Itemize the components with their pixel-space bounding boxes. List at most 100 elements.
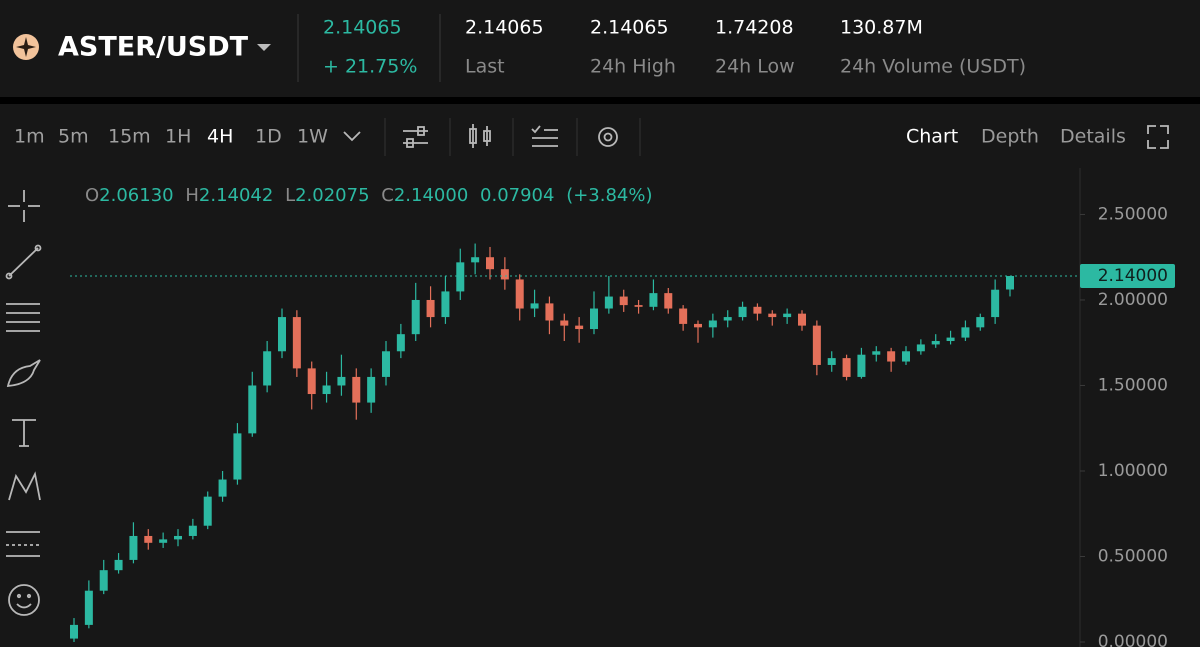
candle-body (188, 525, 197, 536)
candle-body (590, 308, 598, 330)
stat-label: 24h Volume (USDT) (840, 56, 1026, 78)
candle-body (664, 293, 673, 309)
stat-label: Last (465, 56, 505, 78)
candle-body (292, 317, 301, 369)
candle-body (99, 570, 108, 591)
brush-tool[interactable] (6, 359, 41, 388)
candle-body (367, 376, 376, 403)
line-tool[interactable] (5, 244, 42, 280)
chart: O2.06130 H2.14042 L2.02075 C2.14000 0.07… (70, 168, 1175, 647)
candle-body (396, 334, 405, 352)
y-tick-label: 1.00000 (1098, 461, 1168, 481)
price: 2.14065 (323, 17, 402, 39)
candle-type-icon[interactable] (469, 124, 491, 148)
candle-body (233, 433, 242, 480)
candle-body (872, 351, 881, 355)
candle-body (382, 351, 390, 377)
candle-body (857, 354, 866, 377)
interval-button[interactable]: 1W (297, 126, 328, 148)
candle-body (946, 337, 955, 342)
ohlc-key: C (381, 185, 394, 206)
y-tick-label: 0.50000 (1098, 546, 1168, 566)
coin-logo-mark (16, 37, 36, 57)
candle-body (441, 291, 450, 318)
candle-body (114, 559, 123, 571)
interval-button[interactable]: 4H (207, 126, 233, 148)
candle-body (486, 257, 494, 270)
stat-value: 1.74208 (715, 17, 794, 39)
interval-button[interactable]: 1m (14, 126, 45, 148)
candle-body (248, 385, 257, 434)
fullscreen-icon[interactable] (1147, 125, 1169, 149)
candle-body (723, 317, 732, 321)
candle-body (337, 376, 346, 386)
text-tool[interactable] (12, 419, 36, 447)
candle-body (798, 313, 806, 326)
crosshair-tool[interactable] (8, 190, 40, 222)
interval-more[interactable] (343, 131, 361, 142)
candle-body (322, 385, 331, 395)
candle-body (203, 496, 212, 526)
ohlc-value: 2.14042 (199, 185, 273, 206)
view-tab[interactable]: Chart (906, 126, 958, 148)
candle-body (619, 296, 628, 306)
candle-body (307, 368, 316, 395)
ohlc-legend: O2.06130 H2.14042 L2.02075 C2.14000 0.07… (85, 185, 653, 206)
candle-body (515, 279, 524, 309)
settings-list-icon[interactable] (531, 125, 558, 147)
pair-dropdown[interactable] (257, 44, 271, 51)
toolbar: 1m 5m 15m 1H 4H 1D 1W Chart Depth Details (14, 118, 1169, 156)
emoji-tool[interactable] (8, 584, 40, 616)
pattern-tool[interactable] (8, 471, 41, 501)
candle-body (976, 317, 985, 328)
ohlc-change: 0.07904 (480, 185, 554, 206)
price-change: + 21.75% (323, 56, 417, 78)
stat-value: 2.14065 (590, 17, 669, 39)
interval-button[interactable]: 15m (108, 126, 151, 148)
candle-body (812, 325, 821, 365)
candle-body (560, 320, 569, 326)
candle-body (278, 317, 286, 352)
stat-label: 24h Low (715, 56, 795, 78)
divider (0, 97, 1200, 104)
indicator-icon[interactable] (403, 126, 428, 148)
settings-icon[interactable] (598, 127, 618, 147)
parallel-tool[interactable] (6, 303, 40, 332)
interval-button[interactable]: 1D (255, 126, 282, 148)
candle-body (991, 289, 1000, 318)
stat-value: 130.87M (840, 17, 923, 39)
price-line-tag (1080, 264, 1175, 289)
candle-body (902, 351, 910, 362)
header: ASTER/USDT 2.14065 + 21.75% 2.14065 Last 2… (13, 14, 1026, 82)
candle-body (827, 358, 836, 365)
y-tick-label: 1.50000 (1098, 375, 1168, 395)
interval-button[interactable]: 5m (58, 126, 89, 148)
candle-body (352, 376, 361, 403)
candle-body (70, 624, 78, 639)
stats: 2.14065 Last 2.14065 24h High 1.74208 24h Low… (465, 17, 1026, 78)
ohlc-change-pct: (+3.84%) (566, 185, 652, 206)
measure-tool[interactable] (6, 531, 40, 557)
candle-body (530, 303, 539, 309)
candle-body (753, 306, 762, 314)
candle-body (471, 257, 480, 263)
pair-name[interactable]: ASTER/USDT (58, 32, 249, 63)
candle-body (545, 303, 554, 321)
candle-body (159, 539, 168, 543)
ohlc-value: 2.06130 (99, 185, 173, 206)
view-tab[interactable]: Depth (981, 126, 1039, 148)
view-tab[interactable]: Details (1060, 126, 1126, 148)
price-line-label: 2.14000 (1098, 266, 1168, 286)
candle-body (604, 296, 613, 309)
candles (70, 243, 1014, 642)
candle-body (679, 308, 688, 324)
interval-button[interactable]: 1H (165, 126, 191, 148)
y-tick-label: 2.50000 (1098, 204, 1168, 224)
y-tick-label: 0.00000 (1098, 632, 1168, 647)
stat-value: 2.14065 (465, 17, 544, 39)
candle-body (456, 262, 465, 292)
ohlc-value: 2.02075 (295, 185, 369, 206)
ohlc-key: O (85, 185, 99, 206)
